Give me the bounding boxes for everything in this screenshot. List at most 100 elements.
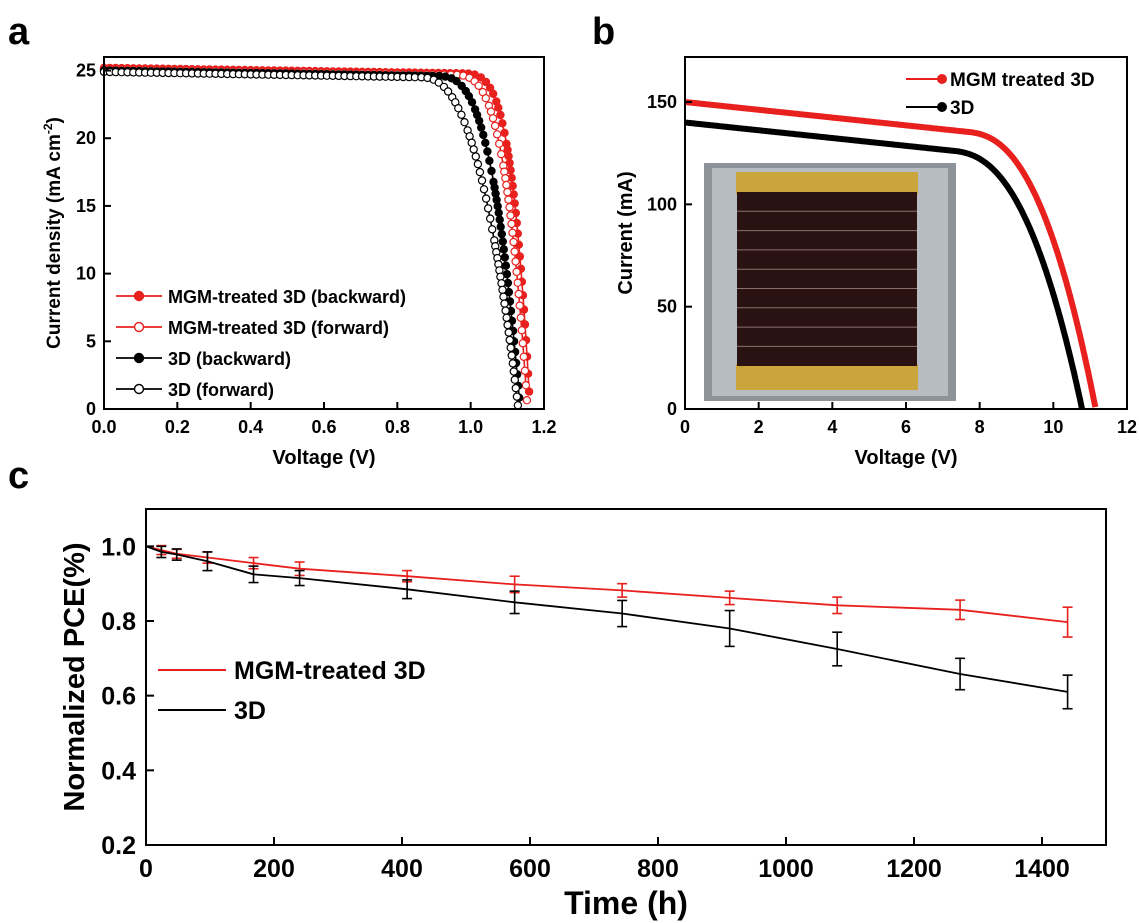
panel-a-legend-label-1: MGM-treated 3D (forward)	[168, 318, 389, 338]
panel-a-ytick-label: 25	[76, 61, 96, 81]
panel-b-xtick-label: 2	[754, 417, 764, 437]
panel-a-point-3	[479, 185, 489, 194]
panel-c-ytick-label: 0.4	[101, 757, 136, 785]
panel-a-point-1	[505, 203, 514, 212]
panel-c-xtick-label: 400	[381, 855, 423, 883]
panel-a-point-3	[500, 299, 509, 308]
panel-a-point-3	[511, 383, 521, 393]
panel-a-ylabel: Current density (mA cm-2)	[41, 117, 65, 349]
panel-a-point-2	[500, 253, 509, 262]
panel-a-point-1	[514, 289, 523, 299]
panel-a-xtick-label: 1.0	[458, 417, 483, 437]
panel-a-point-1	[506, 211, 515, 220]
panel-a-point-2	[485, 156, 494, 165]
panel-a-point-1	[510, 247, 519, 256]
panel-a-ytick-label: 15	[76, 196, 96, 216]
panel-a-ytick-label: 10	[76, 264, 96, 284]
panel-a-point-3	[486, 214, 495, 223]
panel-b-series-line-1	[684, 119, 1086, 410]
panel-b-legend-label-1: 3D	[950, 98, 974, 119]
panel-a-point-2	[499, 245, 508, 254]
panel-b-xtick-label: 4	[827, 417, 837, 437]
panel-a-xtick-label: 0.0	[91, 417, 116, 437]
panel-b-chart: 0 2 4 6 8 10 12 0 50 100 150 MGM treated 3D 3D Volt…	[615, 56, 1137, 469]
panel-a-legend-marker-3	[133, 383, 145, 395]
panel-a-point-2	[495, 215, 504, 224]
panel-a-legend-marker-0	[133, 290, 145, 302]
device-photo-inset	[704, 163, 956, 401]
panel-a-xtick-label: 0.4	[238, 417, 263, 437]
panel-b-legend-marker-1	[937, 102, 947, 112]
panel-a-point-3	[434, 78, 443, 87]
panel-a-point-3	[477, 176, 487, 185]
panel-a-point-3	[510, 375, 519, 384]
panel-a-point-1	[481, 93, 490, 103]
panel-a-point-1	[501, 173, 510, 183]
panel-c-legend: MGM-treated 3D 3D	[158, 657, 426, 725]
panel-c-ytick-label: 1.0	[101, 533, 136, 561]
panel-b-frame	[684, 56, 1128, 410]
panel-c-xtick-label: 1200	[886, 855, 942, 883]
panel-b-xlabel: Voltage (V)	[855, 447, 958, 469]
panel-a-legend: MGM-treated 3D (backward) MGM-treated 3D …	[116, 287, 406, 400]
panel-a-point-3	[505, 335, 514, 345]
panel-a-point-1	[503, 187, 512, 197]
panel-a-series-line-3	[104, 71, 519, 403]
panel-a-legend-marker-1	[133, 321, 145, 333]
panel-a-point-1	[488, 114, 498, 123]
panel-c-xtick-label: 1000	[758, 855, 814, 883]
panel-a-point-3	[483, 204, 493, 213]
panel-a-point-3	[507, 351, 516, 360]
panel-a-point-2	[452, 76, 461, 86]
panel-a-frame	[103, 56, 545, 410]
panel-a-point-2	[498, 237, 507, 246]
panel-a-point-1	[508, 228, 517, 237]
panel-a-point-2	[493, 201, 502, 211]
photo-electrode-top	[736, 172, 918, 194]
panel-a-point-3	[457, 110, 466, 120]
panel-b-legend-marker-0	[937, 74, 947, 84]
panel-b-series-line-0	[684, 99, 1099, 408]
panel-a-legend-label-0: MGM-treated 3D (backward)	[168, 287, 406, 307]
panel-c-series-line-0	[145, 545, 1068, 623]
panel-b-ytick-label: 50	[657, 297, 677, 317]
panel-b-legend: MGM treated 3D 3D	[906, 70, 1095, 119]
panel-a-point-1	[518, 339, 528, 348]
panel-a-xtick-label: 0.6	[311, 417, 336, 437]
panel-a-point-0	[524, 387, 534, 396]
panel-c-legend-label-1: 3D	[234, 697, 266, 725]
panel-a-point-3	[508, 359, 517, 368]
panel-a-series-line-2	[103, 69, 520, 397]
panel-a-point-1	[507, 219, 516, 229]
panel-a-point-3	[503, 320, 512, 330]
panel-a-point-1	[520, 366, 530, 375]
panel-a-point-3	[498, 285, 507, 295]
panel-a-point-1	[511, 257, 520, 266]
panel-a-point-3	[501, 306, 510, 315]
panel-a-point-1	[504, 195, 513, 204]
panel-a-point-1	[521, 381, 531, 390]
panel-a-point-3	[481, 194, 491, 203]
panel-a-point-2	[477, 123, 486, 132]
panel-a-point-1	[512, 267, 521, 277]
panel-a-point-3	[512, 392, 522, 401]
panel-a-ytick-label: 0	[86, 399, 96, 419]
panel-b-ylabel: Current (mA)	[615, 171, 637, 294]
panel-a-point-1	[519, 352, 529, 361]
panel-label-b: b	[592, 11, 615, 53]
panel-b-legend-label-0: MGM treated 3D	[950, 70, 1095, 91]
panel-a-point-0	[500, 128, 509, 138]
panel-c-xtick-label: 200	[253, 855, 295, 883]
panel-a-chart: 0.0 0.2 0.4 0.6 0.8 1.0 1.2 0 5 10 15 20 25 MGM-trea…	[41, 56, 557, 469]
panel-a-ytick-label: 20	[76, 128, 96, 148]
panel-label-a: a	[8, 11, 30, 53]
panel-a-xtick-label: 1.2	[531, 417, 556, 437]
panel-a-point-1	[495, 139, 504, 148]
panel-b-ytick-label: 150	[647, 92, 677, 112]
panel-c-ytick-label: 0.2	[101, 832, 136, 860]
panel-a-legend-label-2: 3D (backward)	[168, 349, 291, 369]
panel-a-point-1	[513, 278, 522, 287]
panel-c-xtick-label: 600	[509, 855, 551, 883]
panel-a-legend-label-3: 3D (forward)	[168, 380, 274, 400]
